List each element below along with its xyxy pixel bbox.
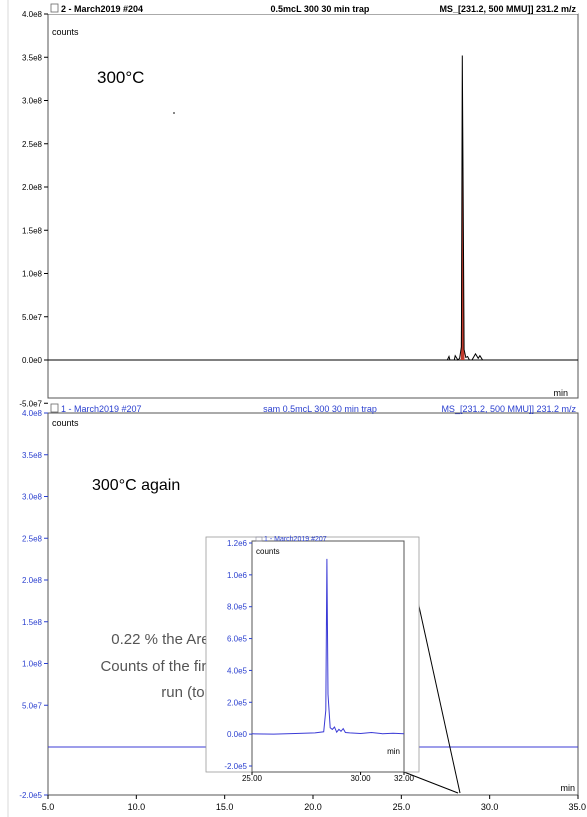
zoom-connector-bottom (403, 771, 459, 794)
top-y-tick-label: 2.5e8 (22, 140, 43, 149)
area-note-line-3: run (top) (161, 684, 218, 701)
top-plot-frame (47, 13, 579, 399)
top-y-tick-label: 0.0e0 (22, 356, 43, 365)
top-y-tick-label: 4.0e8 (22, 10, 43, 19)
top-y-tick-label: -5.0e7 (19, 399, 42, 408)
inset-y-unit-label: counts (256, 547, 280, 556)
top-y-tick-label: 3.0e8 (22, 97, 43, 106)
bottom-y-tick-label: 2.5e8 (22, 534, 43, 543)
inset-y-tick-label: 1.2e6 (227, 539, 248, 548)
bottom-y-tick-label: 5.0e7 (22, 701, 43, 710)
bottom-x-tick-label: 35.0 (568, 802, 586, 812)
top-series-line (48, 55, 578, 361)
top-x-unit-label: min (553, 388, 568, 398)
inset-y-tick-label: 8.0e5 (227, 603, 248, 612)
inset-y-tick-label: 2.0e5 (227, 698, 248, 707)
top-y-tick-label: 1.5e8 (22, 226, 43, 235)
bottom-y-tick-label: 2.0e8 (22, 576, 43, 585)
top-temperature-annotation: 300°C (97, 68, 144, 87)
top-stray-dot (173, 112, 175, 114)
bottom-x-unit-label: min (560, 783, 575, 793)
bottom-y-tick-label: 1.5e8 (22, 618, 43, 627)
inset-y-axis: 1.2e6 1.0e6 8.0e5 6.0e5 4.0e5 2.0e5 0.0e0 -2.0e… (224, 539, 252, 771)
chromatogram-icon (50, 403, 59, 413)
bottom-y-unit-label: counts (52, 418, 79, 428)
bottom-title-right: MS_[231.2, 500 MMU]] 231.2 m/z (441, 404, 576, 414)
bottom-x-axis: 5.0 10.0 15.0 20.0 25.0 30.0 35.0 (42, 795, 586, 812)
top-y-tick-label: 1.0e8 (22, 270, 43, 279)
top-chart-panel: 2 - March2019 #204 0.5mcL 300 30 min tra… (19, 2, 579, 408)
bottom-x-tick-label: 30.0 (481, 802, 499, 812)
top-title-right: MS_[231.2, 500 MMU]] 231.2 m/z (439, 4, 576, 14)
top-title-center: 0.5mcL 300 30 min trap (271, 4, 370, 14)
inset-zoom-chart: 1 - March2019 #207 counts min 1.2e6 1.0e6… (205, 536, 420, 783)
inset-x-tick-label: 25.00 (242, 774, 263, 783)
bottom-y-axis: 4.0e8 3.5e8 3.0e8 2.5e8 2.0e8 1.5e8 1.0e8 5.0e7… (19, 409, 48, 800)
inset-y-tick-label: 0.0e0 (227, 730, 248, 739)
bottom-title-center: sam 0.5mcL 300 30 min trap (263, 404, 377, 414)
top-title-bar (48, 2, 578, 14)
bottom-y-tick-label: 3.0e8 (22, 493, 43, 502)
bottom-x-tick-label: 10.0 (128, 802, 146, 812)
bottom-y-tick-label: -2.0e5 (19, 791, 42, 800)
top-y-unit-label: counts (52, 27, 79, 37)
inset-x-tick-label: 30.00 (351, 774, 372, 783)
chromatogram-icon (255, 536, 263, 542)
inset-title: 1 - March2019 #207 (264, 536, 327, 543)
inset-y-tick-label: 1.0e6 (227, 571, 248, 580)
inset-x-unit-label: min (387, 747, 400, 756)
chromatogram-icon (50, 3, 59, 13)
bottom-x-tick-label: 25.0 (393, 802, 411, 812)
bottom-x-tick-label: 5.0 (42, 802, 55, 812)
inset-series-line (251, 558, 405, 735)
bottom-y-tick-label: 1.0e8 (22, 660, 43, 669)
bottom-title-left: 1 - March2019 #207 (61, 404, 142, 414)
bottom-temperature-annotation: 300°C again (92, 477, 180, 494)
top-y-tick-label: 2.0e8 (22, 183, 43, 192)
area-note-line-1: 0.22 % the Area (111, 631, 218, 648)
bottom-x-tick-label: 20.0 (304, 802, 322, 812)
inset-x-axis: 25.00 30.00 32.00 (242, 772, 415, 783)
inset-y-tick-label: 6.0e5 (227, 635, 248, 644)
bottom-y-tick-label: 4.0e8 (22, 409, 43, 418)
area-note-line-2: Counts of the first (100, 658, 218, 675)
inset-y-tick-label: -2.0e5 (224, 762, 247, 771)
top-y-tick-label: 5.0e7 (22, 313, 43, 322)
inset-y-tick-label: 4.0e5 (227, 666, 248, 675)
top-y-tick-label: 3.5e8 (22, 53, 43, 62)
top-y-axis: 4.0e8 3.5e8 3.0e8 2.5e8 2.0e8 1.5e8 1.0e8 5.0e7… (19, 10, 48, 408)
top-title-left: 2 - March2019 #204 (61, 4, 143, 14)
inset-x-tick-label: 32.00 (394, 774, 415, 783)
bottom-y-tick-label: 3.5e8 (22, 451, 43, 460)
bottom-x-tick-label: 15.0 (216, 802, 234, 812)
